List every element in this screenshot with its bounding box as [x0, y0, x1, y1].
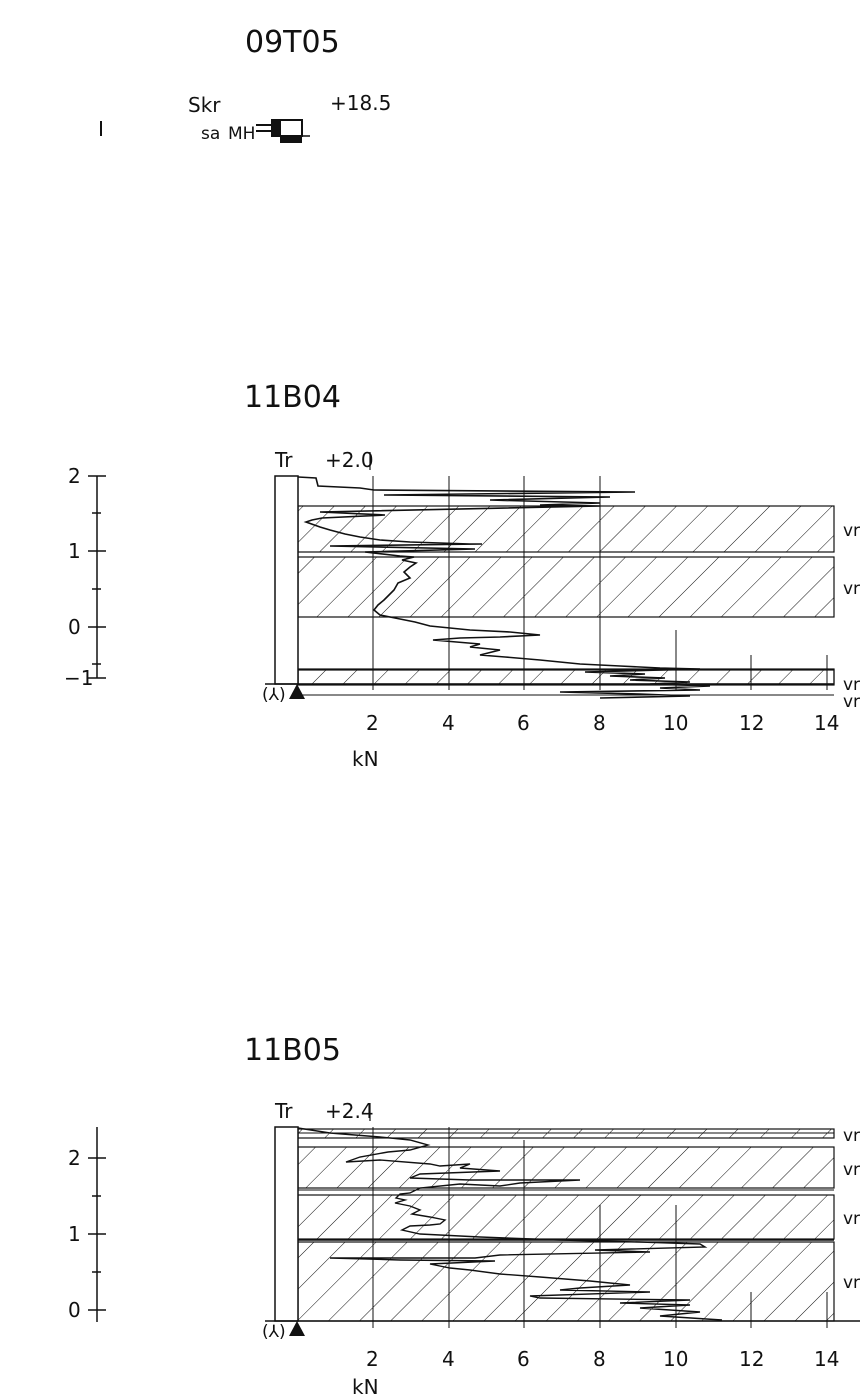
force-tick-label: 2 [366, 1347, 379, 1371]
force-tick-label: 12 [739, 1347, 764, 1371]
method-label: Tr [274, 448, 293, 472]
force-tick-label: 6 [517, 711, 530, 735]
depth-axis: 2 1 0 [68, 1127, 106, 1322]
soil-layer [297, 1241, 835, 1322]
layer-label: vr [843, 675, 860, 695]
section-title: 09T05 [245, 25, 340, 60]
elevation-label: +2.0 [325, 448, 374, 472]
force-profile-curve [297, 1127, 723, 1321]
method-label: Tr [274, 1099, 293, 1123]
force-tick-label: 2 [366, 711, 379, 735]
method-label: Skr [188, 93, 221, 117]
section-title: 11B04 [244, 380, 341, 415]
force-tick-label: 14 [814, 711, 839, 735]
force-tick-label: 14 [814, 1347, 839, 1371]
sampler-symbol-icon [256, 119, 310, 143]
material-code-label: MH [228, 124, 255, 144]
force-tick-label: 10 [663, 711, 688, 735]
force-tick-label: 4 [442, 711, 455, 735]
elevation-label: +18.5 [330, 91, 391, 115]
probe-marker: (⅄) [262, 685, 286, 705]
soil-layers [297, 505, 835, 696]
depth-axis: 2 1 0 −1 [64, 464, 106, 690]
force-tick-label: 8 [593, 711, 606, 735]
force-unit-label: kN [352, 747, 379, 771]
probe-column [274, 475, 299, 685]
depth-tick-label: −1 [64, 666, 93, 690]
force-tick-label: 10 [663, 1347, 688, 1371]
elevation-label: +2.4 [325, 1099, 374, 1123]
layer-label: vr [843, 1126, 860, 1146]
probe-tip-icon [289, 1321, 305, 1336]
layer-label: vr [843, 1209, 860, 1229]
force-profile-curve [297, 476, 711, 699]
probe-marker: (⅄) [262, 1322, 286, 1342]
depth-tick-label: 2 [68, 464, 81, 488]
force-unit-label: kN [352, 1375, 379, 1394]
soil-layer [297, 1194, 835, 1240]
depth-tick-label: 0 [68, 1298, 81, 1322]
probe-tip-icon [289, 684, 305, 699]
layer-label: vr [843, 1273, 860, 1293]
section-09T05: 09T05 Skr +18.5 sa MH [100, 25, 391, 144]
layer-label: vr [843, 1160, 860, 1180]
section-11B05: 11B05 2 1 0 Tr +2.4 vr vr vr vr [68, 1033, 860, 1394]
soil-layers [297, 1128, 835, 1322]
depth-tick-label: 1 [68, 539, 81, 563]
soil-layer [297, 556, 835, 618]
layer-label: vr [843, 521, 860, 541]
probe-column [274, 1126, 299, 1322]
depth-tick-label: 1 [68, 1222, 81, 1246]
layer-label: vr [843, 579, 860, 599]
force-tick-label: 12 [739, 711, 764, 735]
depth-tick-label: 2 [68, 1146, 81, 1170]
force-tick-label: 6 [517, 1347, 530, 1371]
force-tick-label: 8 [593, 1347, 606, 1371]
soil-code-label: sa [201, 124, 220, 144]
section-title: 11B05 [244, 1033, 341, 1068]
section-11B04: 11B04 2 1 0 −1 Tr +2.0 [64, 380, 860, 771]
depth-tick-label: 0 [68, 615, 81, 639]
layer-label: vr [843, 692, 860, 712]
soil-layer [297, 669, 835, 685]
force-tick-label: 4 [442, 1347, 455, 1371]
force-grid [372, 476, 828, 690]
